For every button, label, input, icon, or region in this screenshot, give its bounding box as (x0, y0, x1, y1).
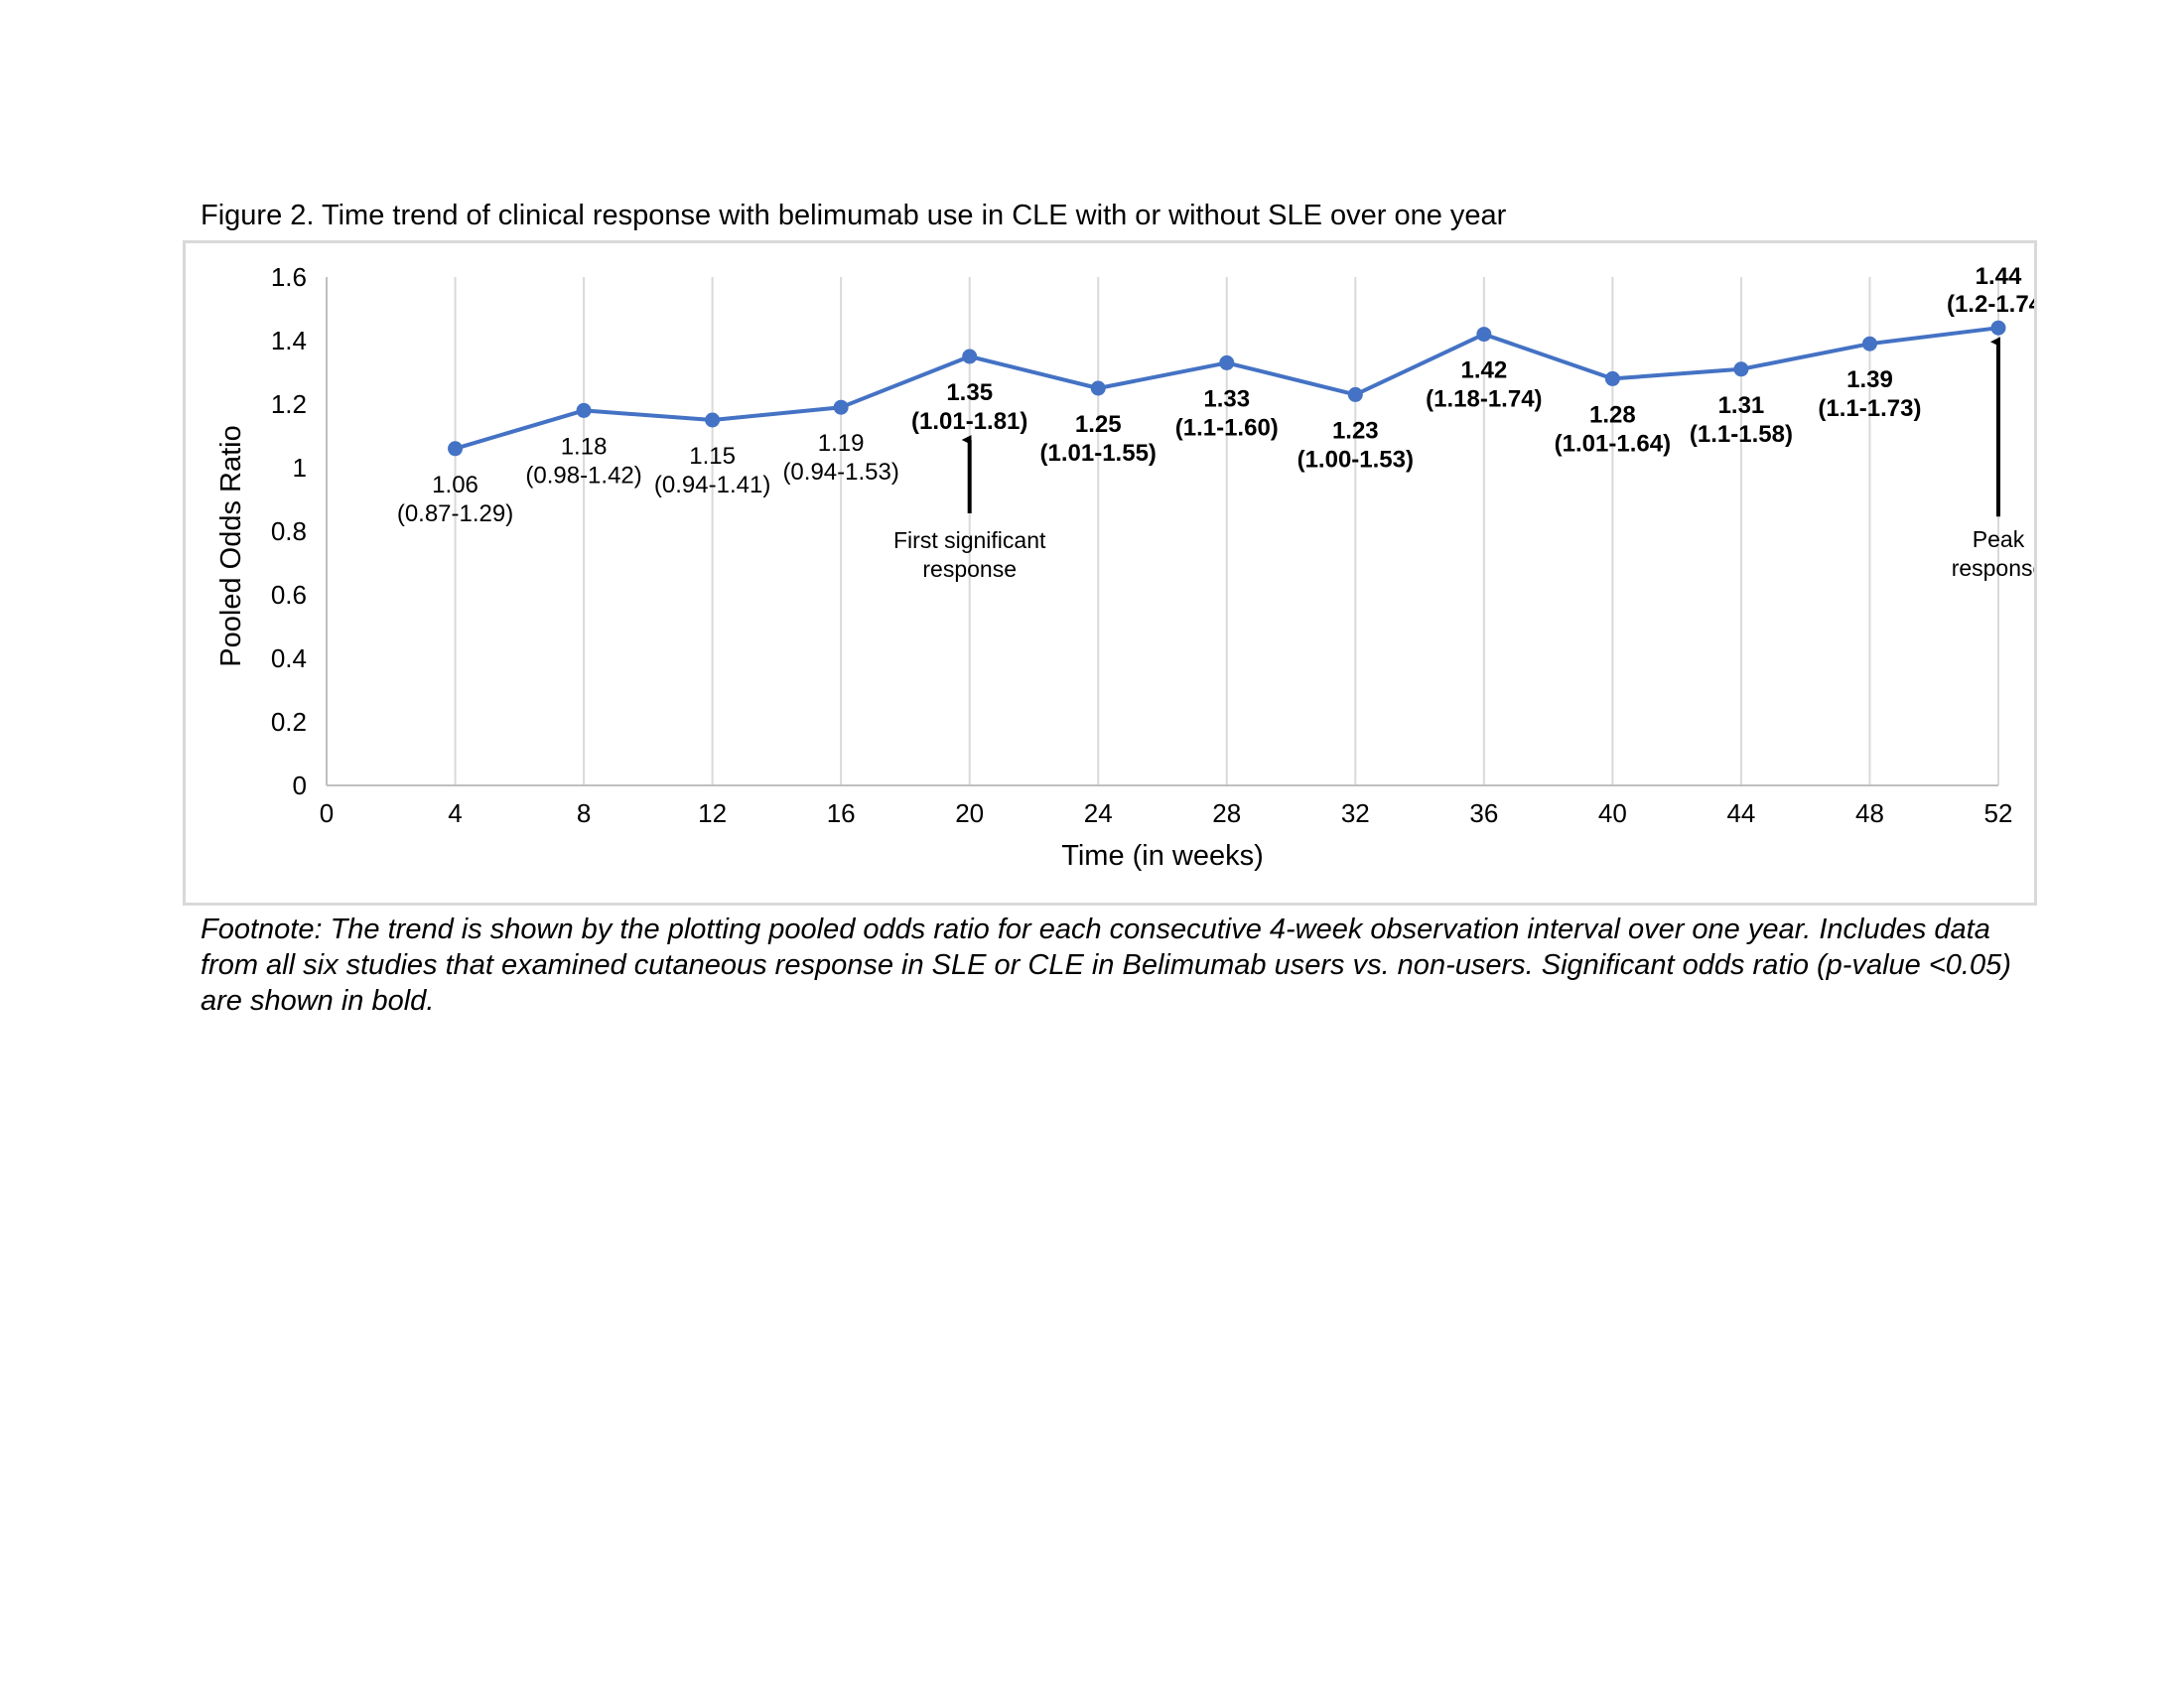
y-tick-label: 0 (293, 771, 307, 800)
data-point (1090, 380, 1106, 396)
y-tick-label: 0.8 (271, 516, 307, 546)
y-tick-label: 0.2 (271, 707, 307, 737)
figure-title: Figure 2. Time trend of clinical respons… (201, 200, 1507, 231)
data-label-ci: (0.98-1.42) (525, 462, 641, 489)
footnote: Footnote: The trend is shown by the plot… (201, 914, 2011, 1017)
annotation-text: response (1952, 555, 2034, 581)
x-tick-label: 4 (448, 798, 462, 828)
data-point (1476, 327, 1492, 343)
y-tick-label: 1 (293, 453, 307, 483)
y-tick-label: 1.6 (271, 262, 307, 292)
x-tick-label: 16 (827, 798, 856, 828)
y-tick-label: 1.2 (271, 389, 307, 419)
data-point (1861, 336, 1877, 352)
y-tick-label: 0.4 (271, 643, 307, 673)
x-tick-label: 32 (1341, 798, 1370, 828)
data-label-value: 1.31 (1718, 392, 1765, 419)
x-tick-label: 44 (1726, 798, 1755, 828)
annotation-text: response (922, 556, 1017, 582)
annotation-text: Peak (1973, 526, 2025, 552)
data-label-ci: (1.01-1.64) (1555, 430, 1671, 457)
data-label-value: 1.19 (818, 430, 865, 457)
data-label-ci: (1.1-1.73) (1818, 395, 1921, 422)
data-label-ci: (0.87-1.29) (397, 500, 513, 527)
x-tick-label: 28 (1212, 798, 1241, 828)
data-label-value: 1.06 (432, 472, 478, 498)
data-label-ci: (1.18-1.74) (1426, 386, 1542, 413)
data-label-ci: (0.94-1.41) (654, 472, 770, 498)
x-tick-label: 48 (1855, 798, 1884, 828)
data-point (1604, 370, 1620, 386)
annotation-text: First significant (893, 527, 1046, 553)
data-label-ci: (1.1-1.60) (1175, 414, 1279, 441)
data-point (962, 349, 978, 364)
y-tick-label: 0.6 (271, 580, 307, 610)
data-label-ci: (1.01-1.81) (911, 408, 1027, 435)
data-label-value: 1.18 (561, 433, 608, 460)
chart-frame: 0 0.2 0.4 0.6 0.8 1 1.2 1.4 1.6 0 4 8 12 16 20 24 28 32 36… (183, 240, 2037, 906)
data-label-ci: (0.94-1.53) (782, 459, 898, 486)
data-point (448, 441, 464, 457)
data-label-ci: (1.01-1.55) (1040, 440, 1157, 467)
x-tick-label: 52 (1984, 798, 2013, 828)
x-tick-label: 12 (698, 798, 727, 828)
y-axis-title: Pooled Odds Ratio (215, 425, 247, 666)
x-axis-title: Time (in weeks) (1061, 840, 1264, 872)
x-tick-label: 8 (577, 798, 591, 828)
data-label-ci: (1.2-1.74) (1947, 291, 2034, 318)
data-label-value: 1.39 (1846, 366, 1893, 393)
data-point (1733, 361, 1749, 377)
data-point (1990, 320, 2006, 336)
data-point (1347, 386, 1363, 402)
data-point (576, 402, 592, 418)
data-point (1219, 354, 1235, 370)
data-label-ci: (1.00-1.53) (1297, 446, 1414, 473)
data-label-value: 1.35 (946, 379, 993, 406)
data-point (705, 412, 721, 428)
data-label-value: 1.44 (1976, 263, 2022, 290)
data-point (833, 399, 849, 415)
data-label-value: 1.42 (1460, 357, 1507, 384)
x-tick-label: 20 (955, 798, 984, 828)
data-label-value: 1.15 (689, 443, 736, 470)
data-label-value: 1.25 (1075, 411, 1122, 438)
data-label-value: 1.28 (1589, 401, 1636, 428)
data-label-value: 1.23 (1332, 417, 1379, 444)
data-label-ci: (1.1-1.58) (1690, 421, 1793, 448)
line-chart: 00.20.40.60.811.21.41.60 4 8 12 16 20 24 28 32 36… (215, 262, 2034, 872)
y-tick-label: 1.4 (271, 326, 307, 355)
x-tick-label: 36 (1469, 798, 1498, 828)
x-tick-label: 40 (1598, 798, 1627, 828)
x-tick-label: 24 (1084, 798, 1113, 828)
x-tick-label: 0 (320, 798, 334, 828)
data-label-value: 1.33 (1203, 385, 1250, 412)
